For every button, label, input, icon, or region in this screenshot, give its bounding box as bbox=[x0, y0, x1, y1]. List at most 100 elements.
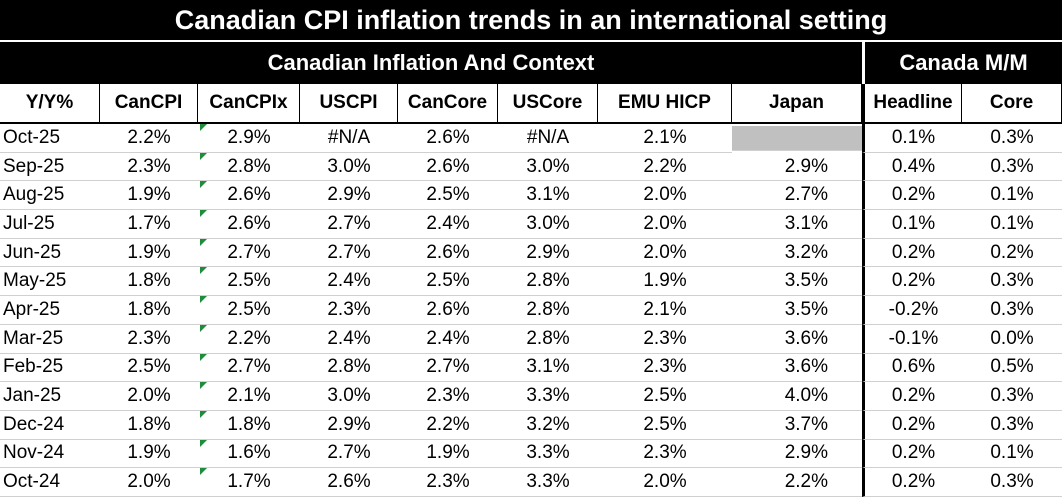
table-cell: 3.0% bbox=[300, 153, 398, 182]
table-cell: 2.9% bbox=[498, 239, 598, 268]
table-cell: 0.2% bbox=[862, 181, 962, 211]
table-cell: 3.1% bbox=[498, 181, 598, 211]
table-cell: 0.2% bbox=[862, 468, 962, 497]
table-cell: 3.1% bbox=[732, 210, 862, 239]
table-cell: 1.7% bbox=[100, 210, 198, 239]
error-indicator bbox=[200, 238, 207, 246]
table-cell: 0.2% bbox=[862, 238, 962, 268]
table-cell: 0.2% bbox=[862, 410, 962, 440]
table-cell: 2.7% bbox=[300, 239, 398, 268]
table-cell: 2.0% bbox=[598, 210, 732, 239]
table-cell: 2.5% bbox=[198, 296, 300, 325]
table-cell: 3.2% bbox=[498, 411, 598, 440]
table-cell: 0.1% bbox=[962, 181, 1062, 211]
row-label: Jan-25 bbox=[0, 382, 100, 411]
table-cell: 3.1% bbox=[498, 354, 598, 383]
table-cell: 2.1% bbox=[598, 296, 732, 325]
table-cell: 2.4% bbox=[398, 325, 498, 354]
table-cell: 0.2% bbox=[862, 267, 962, 297]
column-header: Japan bbox=[732, 84, 862, 124]
table-cell: 2.3% bbox=[100, 153, 198, 182]
column-header: CanCore bbox=[398, 84, 498, 124]
error-indicator bbox=[200, 267, 207, 275]
table-cell: 3.6% bbox=[732, 354, 862, 383]
table-cell: 0.3% bbox=[962, 296, 1062, 325]
table-cell: 2.0% bbox=[100, 382, 198, 411]
table-cell: 2.7% bbox=[300, 440, 398, 469]
table-cell: 2.2% bbox=[198, 324, 300, 354]
table-cell: 0.3% bbox=[962, 153, 1062, 182]
error-indicator bbox=[200, 468, 207, 476]
row-label: Apr-25 bbox=[0, 296, 100, 325]
table-cell: 1.8% bbox=[198, 410, 300, 440]
table-cell: 2.8% bbox=[498, 267, 598, 297]
table-cell: 2.2% bbox=[732, 468, 862, 497]
table-cell: 2.3% bbox=[598, 325, 732, 354]
table-cell: 2.4% bbox=[300, 267, 398, 297]
row-label: Oct-24 bbox=[0, 468, 100, 497]
row-label: Aug-25 bbox=[0, 181, 100, 211]
error-indicator bbox=[200, 324, 207, 332]
table-cell: 2.9% bbox=[732, 440, 862, 469]
column-header: USCPI bbox=[300, 84, 398, 124]
table-cell: #N/A bbox=[498, 124, 598, 153]
table-cell: 2.8% bbox=[198, 152, 300, 182]
table-cell: 0.1% bbox=[862, 210, 962, 239]
table-cell: 2.0% bbox=[598, 468, 732, 497]
table-cell: 0.4% bbox=[862, 152, 962, 182]
table-cell: 1.8% bbox=[100, 296, 198, 325]
column-header: CanCPIx bbox=[198, 84, 300, 124]
table-cell: 2.3% bbox=[598, 354, 732, 383]
table-cell: 0.3% bbox=[962, 124, 1062, 153]
table-cell: 0.1% bbox=[862, 124, 962, 153]
table-cell: 3.3% bbox=[498, 440, 598, 469]
table-cell: 3.5% bbox=[732, 267, 862, 297]
table-cell: 2.3% bbox=[100, 325, 198, 354]
table-cell: 1.8% bbox=[100, 267, 198, 297]
table-cell: 2.0% bbox=[598, 181, 732, 211]
table-cell: 2.9% bbox=[300, 181, 398, 211]
table-cell: 2.6% bbox=[198, 210, 300, 239]
error-indicator bbox=[200, 439, 207, 447]
error-indicator bbox=[200, 353, 207, 361]
table-cell: 2.7% bbox=[198, 238, 300, 268]
row-label: Oct-25 bbox=[0, 124, 100, 153]
table-cell: 3.0% bbox=[498, 153, 598, 182]
table-cell: 2.2% bbox=[598, 153, 732, 182]
row-label: Sep-25 bbox=[0, 153, 100, 182]
table-cell: 2.6% bbox=[398, 296, 498, 325]
column-header: EMU HICP bbox=[598, 84, 732, 124]
table-cell: 2.7% bbox=[300, 210, 398, 239]
table-cell: 2.4% bbox=[300, 325, 398, 354]
table-cell: -0.1% bbox=[862, 324, 962, 354]
table-cell: 3.0% bbox=[498, 210, 598, 239]
table-cell: -0.2% bbox=[862, 296, 962, 325]
table-cell: 2.0% bbox=[598, 239, 732, 268]
table-cell: 0.6% bbox=[862, 353, 962, 383]
table-cell: 3.5% bbox=[732, 296, 862, 325]
empty-cell bbox=[732, 126, 862, 151]
table-cell: #N/A bbox=[300, 124, 398, 153]
table-cell: 1.9% bbox=[398, 440, 498, 469]
group-header: Canada M/M bbox=[862, 42, 1062, 84]
table-cell: 2.3% bbox=[398, 382, 498, 411]
error-indicator bbox=[200, 210, 207, 218]
column-header: CanCPI bbox=[100, 84, 198, 124]
table-cell: 2.1% bbox=[198, 382, 300, 411]
table-cell: 2.2% bbox=[398, 411, 498, 440]
row-label: Nov-24 bbox=[0, 440, 100, 469]
table-cell: 0.2% bbox=[862, 382, 962, 411]
column-header: Core bbox=[962, 84, 1062, 124]
table-cell: 2.6% bbox=[198, 181, 300, 211]
table-cell: 1.6% bbox=[198, 439, 300, 469]
table-cell: 3.2% bbox=[732, 239, 862, 268]
row-label: May-25 bbox=[0, 267, 100, 297]
table-cell: 2.3% bbox=[300, 296, 398, 325]
table-cell: 2.6% bbox=[398, 124, 498, 153]
table-cell: 2.0% bbox=[100, 468, 198, 497]
table-cell: 2.5% bbox=[398, 267, 498, 297]
table-cell: 2.7% bbox=[198, 353, 300, 383]
table-cell: 2.6% bbox=[300, 468, 398, 497]
error-indicator bbox=[200, 410, 207, 418]
